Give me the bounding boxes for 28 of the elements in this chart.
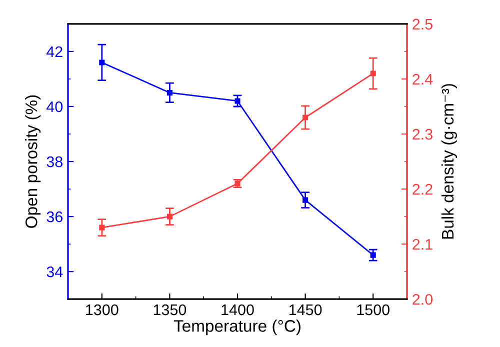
y2-tick-label: 2.0 (412, 294, 432, 305)
point (99, 60, 105, 66)
y-tick-label: 38 (46, 156, 62, 168)
x-axis-title: Temperature (°C) (174, 320, 300, 336)
point (370, 70, 376, 76)
y2-tick-label: 2.3 (412, 128, 432, 140)
y2-axis-title: Bulk density (g·cm⁻³) (441, 84, 457, 239)
point (166, 214, 172, 220)
x-tick-label: 1500 (357, 304, 390, 316)
x-tick-label: 1300 (86, 304, 118, 316)
x-tick-label: 1450 (289, 304, 322, 316)
x-tick-label: 1400 (222, 304, 254, 316)
y2-tick-label: 2.5 (412, 18, 432, 30)
y2-tick-label: 2.1 (412, 238, 432, 250)
y-axis-title: Open porosity (%) (25, 95, 41, 228)
y-tick-label: 34 (46, 266, 63, 278)
y2-tick-label: 2.2 (412, 184, 432, 195)
y-tick-label: 42 (46, 46, 62, 57)
y-tick-label: 36 (46, 211, 62, 222)
point (370, 252, 376, 258)
point (302, 114, 308, 120)
point (302, 197, 308, 203)
y2-tick-label: 2.4 (412, 74, 433, 85)
point (99, 224, 105, 230)
point (166, 90, 172, 96)
point (234, 98, 240, 104)
y-tick-label: 40 (46, 101, 63, 112)
x-tick-label: 1350 (154, 304, 186, 316)
